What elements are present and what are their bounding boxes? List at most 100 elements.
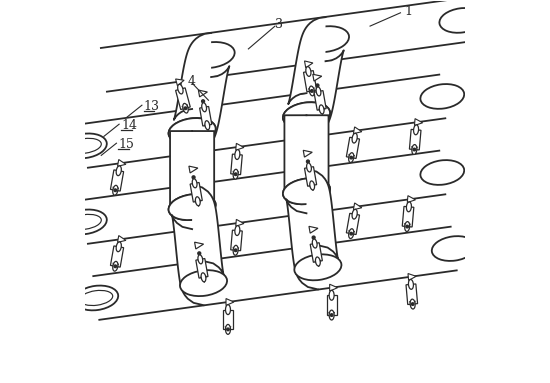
Circle shape [227, 306, 229, 309]
Circle shape [307, 165, 310, 167]
Polygon shape [172, 185, 224, 305]
Polygon shape [309, 226, 318, 233]
Polygon shape [402, 206, 414, 227]
Ellipse shape [233, 169, 238, 179]
Ellipse shape [283, 178, 330, 204]
Ellipse shape [113, 185, 118, 195]
Polygon shape [287, 169, 338, 290]
Circle shape [350, 232, 353, 235]
Ellipse shape [233, 246, 238, 255]
Circle shape [178, 86, 182, 89]
Ellipse shape [420, 160, 464, 185]
Ellipse shape [235, 226, 240, 236]
Circle shape [306, 160, 310, 163]
Circle shape [331, 314, 333, 316]
Polygon shape [196, 259, 208, 278]
Circle shape [202, 104, 205, 107]
Ellipse shape [180, 270, 227, 296]
Polygon shape [230, 154, 243, 175]
Polygon shape [118, 236, 126, 242]
Polygon shape [226, 299, 234, 306]
Polygon shape [199, 90, 207, 97]
Circle shape [234, 249, 237, 252]
Circle shape [118, 244, 120, 246]
Circle shape [192, 176, 195, 179]
Polygon shape [305, 61, 313, 68]
Polygon shape [82, 75, 446, 168]
Circle shape [236, 151, 239, 154]
Polygon shape [314, 91, 326, 110]
Circle shape [184, 107, 187, 110]
Ellipse shape [412, 145, 417, 154]
Ellipse shape [116, 242, 122, 252]
Circle shape [313, 241, 316, 244]
Ellipse shape [310, 181, 315, 190]
Polygon shape [310, 243, 322, 262]
Circle shape [415, 126, 418, 129]
Polygon shape [327, 295, 337, 315]
Ellipse shape [283, 102, 330, 128]
Circle shape [118, 167, 120, 170]
Polygon shape [284, 115, 328, 191]
Circle shape [411, 303, 414, 305]
Circle shape [198, 252, 201, 255]
Ellipse shape [183, 103, 188, 113]
Ellipse shape [113, 261, 118, 271]
Ellipse shape [116, 166, 122, 176]
Ellipse shape [294, 254, 342, 280]
Ellipse shape [168, 194, 216, 220]
Polygon shape [94, 227, 456, 320]
Ellipse shape [329, 310, 334, 320]
Circle shape [234, 173, 237, 175]
Circle shape [354, 211, 356, 214]
Polygon shape [111, 170, 124, 191]
Polygon shape [223, 309, 233, 329]
Ellipse shape [63, 210, 107, 234]
Polygon shape [236, 143, 244, 150]
Ellipse shape [414, 125, 419, 135]
Circle shape [354, 135, 356, 138]
Circle shape [406, 225, 409, 228]
Polygon shape [354, 203, 362, 210]
Polygon shape [303, 150, 312, 157]
Circle shape [306, 68, 310, 71]
Circle shape [317, 88, 320, 92]
Circle shape [114, 265, 117, 268]
Ellipse shape [226, 324, 230, 334]
Polygon shape [346, 213, 360, 234]
Ellipse shape [188, 42, 235, 68]
Ellipse shape [168, 118, 216, 144]
Ellipse shape [306, 163, 311, 172]
Circle shape [202, 100, 205, 103]
Ellipse shape [406, 202, 411, 212]
Polygon shape [101, 0, 464, 92]
Ellipse shape [329, 290, 334, 300]
Polygon shape [175, 88, 190, 110]
Polygon shape [313, 74, 322, 81]
Ellipse shape [168, 118, 216, 144]
Ellipse shape [63, 134, 107, 158]
Ellipse shape [409, 280, 414, 289]
Ellipse shape [235, 150, 240, 159]
Text: 13: 13 [144, 100, 160, 113]
Ellipse shape [168, 194, 216, 220]
Circle shape [199, 256, 201, 259]
Polygon shape [230, 230, 243, 251]
Circle shape [311, 90, 313, 92]
Polygon shape [408, 273, 416, 280]
Circle shape [330, 292, 333, 295]
Polygon shape [305, 167, 317, 186]
Polygon shape [409, 129, 421, 150]
Polygon shape [329, 284, 338, 291]
Polygon shape [288, 17, 344, 137]
Ellipse shape [349, 229, 354, 239]
Ellipse shape [439, 8, 483, 33]
Ellipse shape [226, 304, 230, 314]
Circle shape [114, 189, 117, 192]
Text: 4: 4 [188, 75, 196, 88]
Ellipse shape [302, 26, 349, 52]
Circle shape [409, 281, 412, 284]
Ellipse shape [201, 273, 206, 282]
Ellipse shape [198, 255, 203, 264]
Ellipse shape [405, 222, 410, 231]
